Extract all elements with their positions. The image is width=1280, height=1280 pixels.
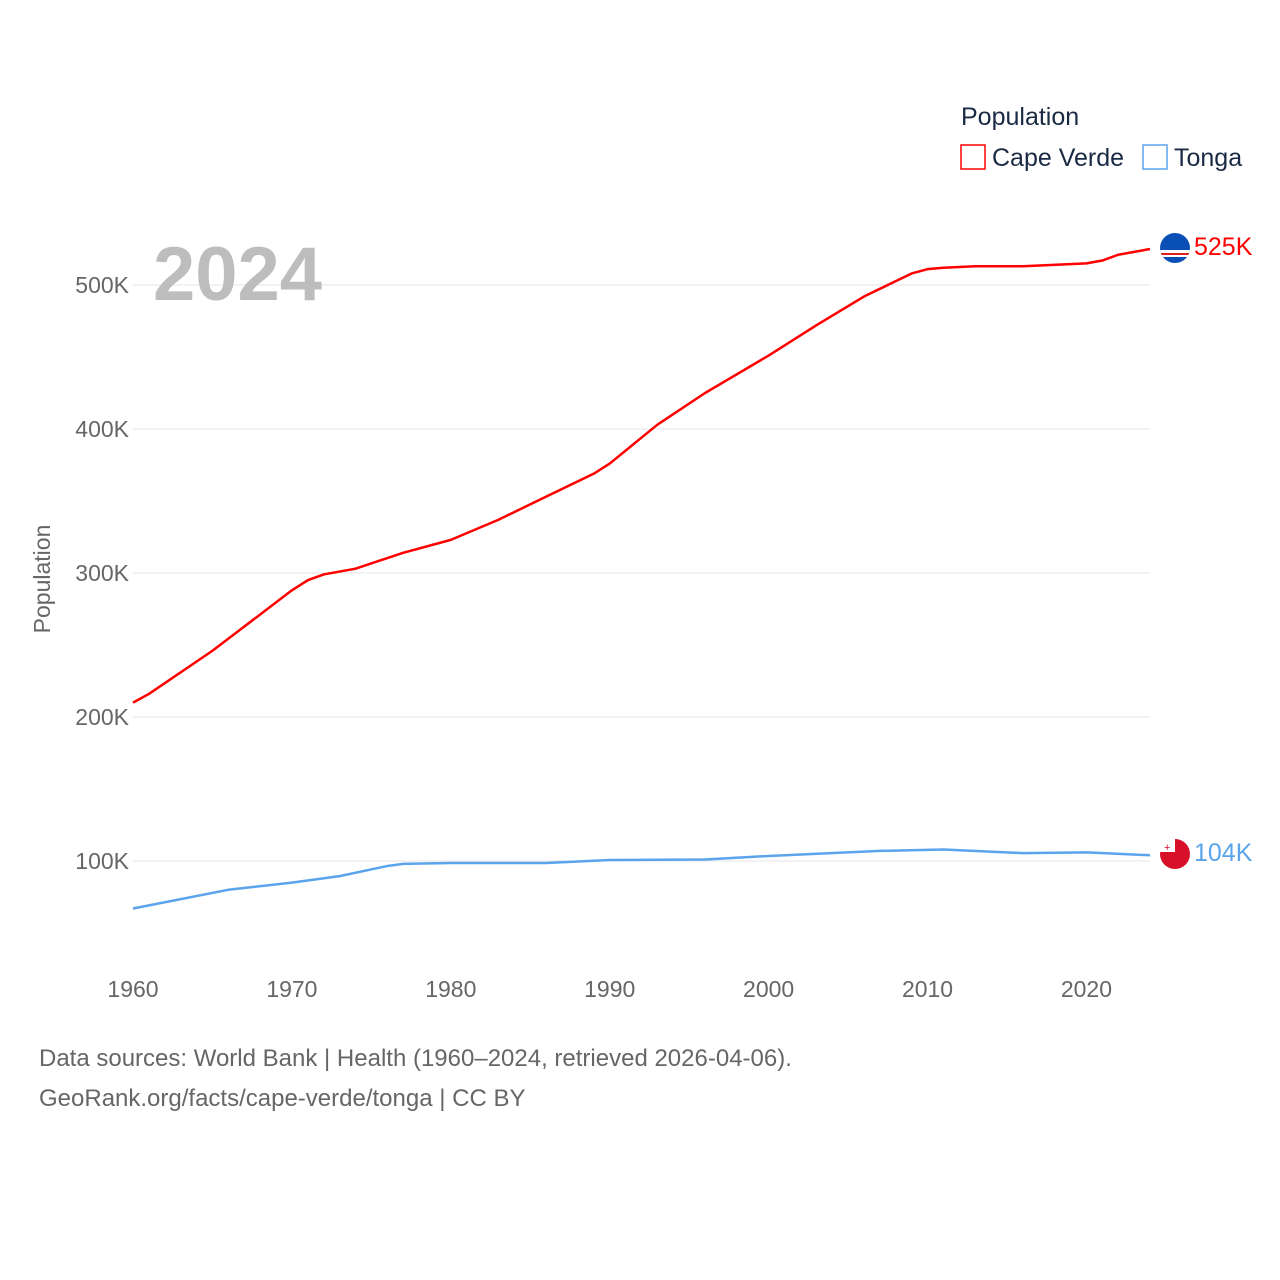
- series-line-cape-verde[interactable]: [132, 247, 1151, 704]
- y-tick-label: 200K: [75, 704, 129, 730]
- end-label-tonga: 104K: [1194, 839, 1253, 867]
- y-tick-labels: 100K 200K 300K 400K 500K: [75, 272, 129, 874]
- y-tick-label: 100K: [75, 848, 129, 874]
- y-tick-label: 300K: [75, 560, 129, 586]
- y-axis-label: Population: [29, 525, 55, 634]
- x-tick-label: 1990: [584, 976, 635, 1002]
- x-tick-label: 1980: [425, 976, 476, 1002]
- legend-label-tonga[interactable]: Tonga: [1174, 144, 1242, 172]
- tonga-flag-icon: +: [1160, 839, 1190, 869]
- x-tick-labels: 1960 1970 1980 1990 2000 2010 2020: [107, 976, 1112, 1002]
- x-tick-label: 1960: [107, 976, 158, 1002]
- legend-label-cape-verde[interactable]: Cape Verde: [992, 144, 1124, 172]
- x-tick-label: 2000: [743, 976, 794, 1002]
- legend-swatch-tonga[interactable]: [1142, 144, 1168, 170]
- year-label: 2024: [153, 232, 322, 317]
- x-tick-label: 1970: [266, 976, 317, 1002]
- series-line-tonga[interactable]: [132, 848, 1151, 910]
- legend-swatch-cape-verde[interactable]: [960, 144, 986, 170]
- footer-link[interactable]: GeoRank.org/facts/cape-verde/tonga | CC …: [39, 1085, 526, 1112]
- y-tick-label: 400K: [75, 416, 129, 442]
- grid-lines: [133, 284, 1150, 862]
- x-tick-label: 2020: [1061, 976, 1112, 1002]
- end-label-cape-verde: 525K: [1194, 233, 1253, 261]
- svg-text:+: +: [1164, 842, 1170, 854]
- x-tick-label: 2010: [902, 976, 953, 1002]
- y-tick-label: 500K: [75, 272, 129, 298]
- cape-verde-flag-icon: [1160, 233, 1190, 263]
- legend: Population Cape Verde Tonga: [960, 103, 1242, 172]
- footer-sources: Data sources: World Bank | Health (1960–…: [39, 1045, 792, 1072]
- legend-title: Population: [961, 103, 1079, 131]
- series-lines: [132, 247, 1151, 910]
